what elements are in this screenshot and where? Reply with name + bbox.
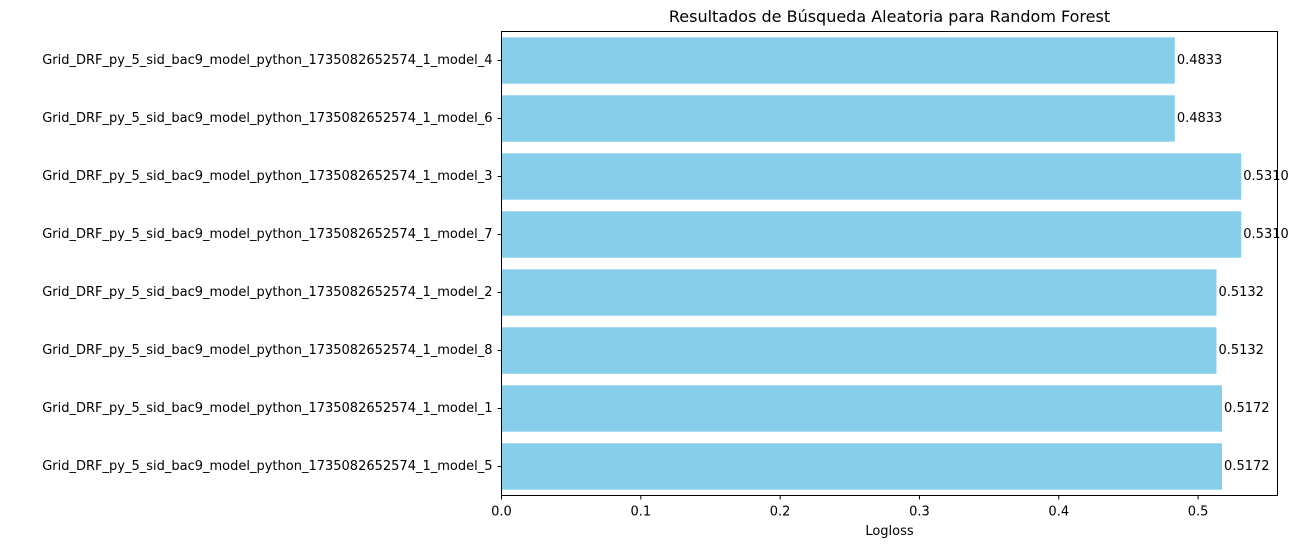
y-tick-label: Grid_DRF_py_5_sid_bac9_model_python_1735… (42, 343, 492, 358)
y-tick-label: Grid_DRF_py_5_sid_bac9_model_python_1735… (42, 459, 492, 474)
x-tick-label: 0.4 (1048, 505, 1069, 520)
y-axis-ticks: Grid_DRF_py_5_sid_bac9_model_python_1735… (42, 53, 502, 474)
bar (501, 327, 1217, 374)
x-tick-label: 0.0 (491, 505, 512, 520)
bars-layer (501, 37, 1242, 490)
bar-value-label: 0.5310 (1243, 169, 1289, 184)
bar-value-label: 0.5310 (1243, 227, 1289, 242)
x-tick-label: 0.5 (1188, 505, 1209, 520)
bar-value-label: 0.5132 (1218, 285, 1264, 300)
bar (501, 95, 1175, 142)
chart-title: Resultados de Búsqueda Aleatoria para Ra… (669, 7, 1110, 26)
bar (501, 269, 1217, 316)
bar-value-label: 0.4833 (1177, 111, 1223, 126)
x-tick-label: 0.1 (630, 505, 651, 520)
y-tick-label: Grid_DRF_py_5_sid_bac9_model_python_1735… (42, 401, 492, 416)
x-axis-ticks: 0.0 0.1 0.2 0.3 0.4 0.5 (491, 495, 1209, 520)
bar (501, 37, 1175, 84)
y-tick-label: Grid_DRF_py_5_sid_bac9_model_python_1735… (42, 111, 492, 126)
x-tick-label: 0.2 (770, 505, 791, 520)
bar-value-label: 0.4833 (1177, 53, 1223, 68)
bar (501, 153, 1242, 200)
bar (501, 211, 1242, 258)
bar (501, 443, 1223, 490)
y-tick-label: Grid_DRF_py_5_sid_bac9_model_python_1735… (42, 285, 492, 300)
bar-value-label: 0.5172 (1224, 459, 1270, 474)
plot-frame (501, 31, 1278, 496)
data-labels-layer: 0.4833 0.4833 0.5310 0.5310 0.5132 0.5132 0.51… (1177, 53, 1289, 474)
bar-value-label: 0.5172 (1224, 401, 1270, 416)
y-tick-label: Grid_DRF_py_5_sid_bac9_model_python_1735… (42, 227, 492, 242)
y-tick-label: Grid_DRF_py_5_sid_bac9_model_python_1735… (42, 169, 492, 184)
y-tick-label: Grid_DRF_py_5_sid_bac9_model_python_1735… (42, 53, 492, 68)
bar (501, 385, 1223, 432)
x-tick-label: 0.3 (909, 505, 930, 520)
x-axis-label: Logloss (865, 524, 914, 539)
bar-value-label: 0.5132 (1218, 343, 1264, 358)
